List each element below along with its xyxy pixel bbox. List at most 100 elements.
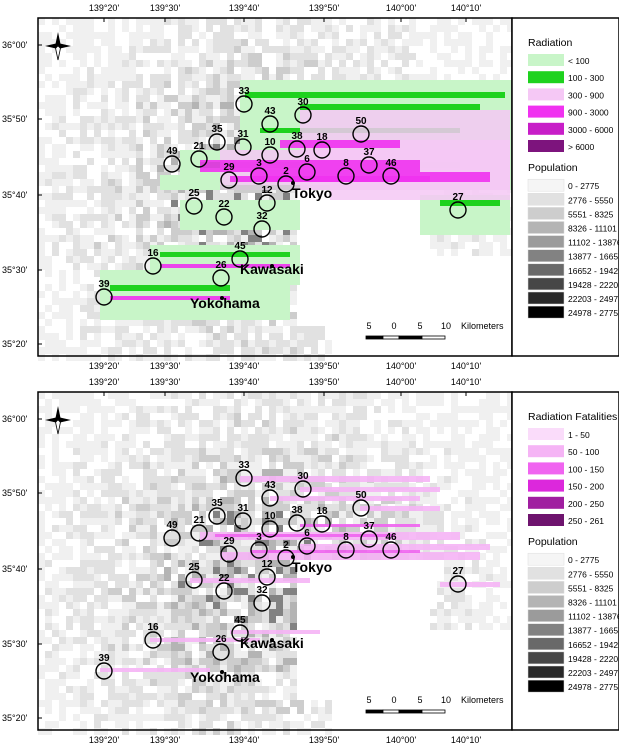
population-cell <box>283 340 290 347</box>
population-cell <box>409 448 416 455</box>
population-cell <box>143 637 150 644</box>
population-cell <box>178 67 185 74</box>
population-cell <box>52 441 59 448</box>
population-cell <box>213 714 220 721</box>
population-cell <box>80 116 87 123</box>
population-cell <box>129 546 136 553</box>
population-cell <box>115 235 122 242</box>
population-cell <box>262 420 269 427</box>
population-cell <box>45 340 52 347</box>
population-cell <box>171 158 178 165</box>
population-cell <box>80 532 87 539</box>
fatality-plume <box>100 668 210 672</box>
scale-segment <box>365 709 384 714</box>
population-cell <box>94 53 101 60</box>
population-cell <box>360 441 367 448</box>
population-cell <box>409 462 416 469</box>
population-cell <box>87 221 94 228</box>
site-label: 43 <box>264 480 276 491</box>
population-cell <box>367 53 374 60</box>
site-marker <box>212 643 230 661</box>
population-cell <box>199 630 206 637</box>
population-cell <box>122 707 129 714</box>
legend-label: 100 - 150 <box>568 464 604 474</box>
population-cell <box>283 32 290 39</box>
population-cell <box>423 441 430 448</box>
population-cell <box>353 455 360 462</box>
population-cell <box>360 39 367 46</box>
population-cell <box>206 581 213 588</box>
population-cell <box>486 609 493 616</box>
population-cell <box>220 81 227 88</box>
population-cell <box>185 644 192 651</box>
population-cell <box>157 200 164 207</box>
population-cell <box>59 525 66 532</box>
population-cell <box>143 616 150 623</box>
population-cell <box>458 525 465 532</box>
population-cell <box>248 46 255 53</box>
population-cell <box>59 714 66 721</box>
population-cell <box>185 455 192 462</box>
population-cell <box>297 399 304 406</box>
population-cell <box>241 574 248 581</box>
population-cell <box>136 144 143 151</box>
population-cell <box>101 179 108 186</box>
population-cell <box>122 546 129 553</box>
population-cell <box>486 588 493 595</box>
legend-label: 150 - 200 <box>568 482 604 492</box>
population-cell <box>143 221 150 228</box>
population-cell <box>346 392 353 399</box>
population-cell <box>213 18 220 25</box>
population-cell <box>423 399 430 406</box>
population-cell <box>115 560 122 567</box>
population-cell <box>206 721 213 728</box>
population-cell <box>269 399 276 406</box>
population-cell <box>136 354 143 361</box>
population-cell <box>430 609 437 616</box>
population-cell <box>80 95 87 102</box>
population-cell <box>143 672 150 679</box>
site-marker <box>382 541 400 559</box>
population-cell <box>493 74 500 81</box>
population-cell <box>108 518 115 525</box>
population-cell <box>108 326 115 333</box>
population-cell <box>227 455 234 462</box>
population-cell <box>185 406 192 413</box>
population-cell <box>45 32 52 39</box>
legend-swatch <box>528 71 564 84</box>
population-cell <box>178 644 185 651</box>
population-cell <box>290 333 297 340</box>
population-cell <box>283 574 290 581</box>
population-cell <box>234 665 241 672</box>
population-cell <box>164 165 171 172</box>
population-cell <box>129 700 136 707</box>
population-cell <box>66 637 73 644</box>
population-cell <box>332 25 339 32</box>
site-marker <box>261 146 279 164</box>
population-cell <box>129 616 136 623</box>
site-label: 8 <box>343 158 349 169</box>
population-cell <box>493 595 500 602</box>
population-cell <box>143 186 150 193</box>
city-label: Kawasaki <box>240 635 304 651</box>
population-cell <box>318 67 325 74</box>
population-cell <box>437 511 444 518</box>
population-cell <box>276 707 283 714</box>
population-cell <box>276 483 283 490</box>
population-cell <box>304 39 311 46</box>
population-cell <box>220 693 227 700</box>
population-cell <box>143 427 150 434</box>
population-cell <box>185 95 192 102</box>
site-label: 45 <box>234 615 246 626</box>
population-cell <box>227 651 234 658</box>
population-cell <box>52 193 59 200</box>
population-cell <box>248 469 255 476</box>
population-cell <box>94 305 101 312</box>
population-cell <box>164 707 171 714</box>
population-cell <box>255 406 262 413</box>
population-cell <box>493 462 500 469</box>
population-cell <box>178 235 185 242</box>
population-cell <box>311 448 318 455</box>
population-cell <box>185 46 192 53</box>
population-cell <box>52 354 59 361</box>
